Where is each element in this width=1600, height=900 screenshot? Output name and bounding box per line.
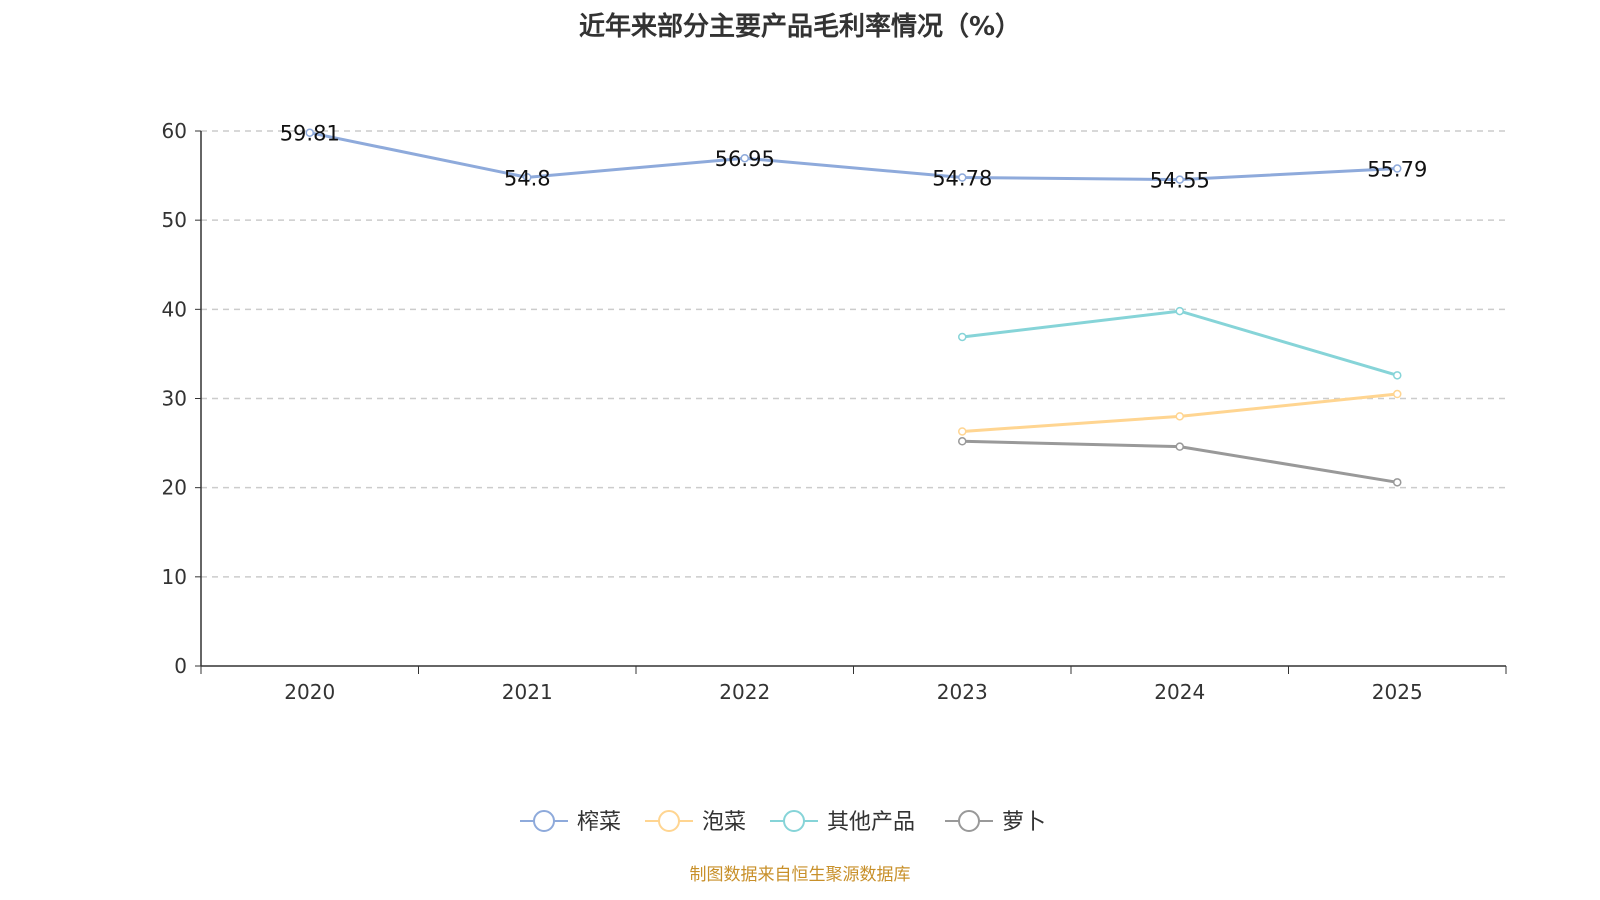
y-tick-label: 10: [162, 565, 187, 589]
y-tick-label: 60: [162, 119, 187, 143]
data-point: [1393, 478, 1402, 487]
data-label: 54.55: [1150, 169, 1210, 193]
series-line: [309, 131, 1398, 182]
data-point: [1175, 306, 1184, 316]
y-tick-label: 0: [174, 654, 187, 678]
data-point: [523, 173, 532, 182]
data-point: [1393, 164, 1402, 173]
legend-marker: [658, 810, 680, 832]
data-label: 59.81: [280, 122, 340, 146]
y-tick-label: 50: [162, 208, 187, 232]
data-point: [1175, 442, 1184, 451]
x-tick-label: 2025: [1372, 680, 1423, 704]
series-line: [962, 309, 1398, 377]
source-note: 制图数据来自恒生聚源数据库: [689, 865, 911, 885]
legend-label: 萝卜: [1002, 810, 1046, 835]
data-label: 54.78: [932, 167, 992, 191]
chart-title: 近年来部分主要产品毛利率情况（%）: [578, 12, 1022, 42]
legend-label: 榨菜: [577, 810, 621, 835]
data-point: [740, 153, 749, 163]
legend-marker: [783, 810, 805, 832]
data-point: [1175, 175, 1184, 184]
y-tick-label: 30: [162, 387, 187, 411]
x-tick-label: 2023: [937, 680, 988, 704]
data-point: [305, 128, 314, 137]
x-tick-label: 2021: [502, 680, 553, 704]
legend-label: 其他产品: [827, 810, 915, 835]
data-point: [1175, 412, 1184, 421]
data-point: [1393, 389, 1402, 399]
x-tick-label: 2024: [1154, 680, 1205, 704]
legend-marker: [958, 810, 980, 832]
data-label: 56.95: [715, 147, 775, 171]
x-tick-label: 2020: [284, 680, 335, 704]
data-point: [958, 437, 967, 446]
y-tick-label: 40: [162, 297, 187, 321]
data-point: [1393, 371, 1402, 380]
legend-marker: [533, 810, 555, 832]
data-label: 55.79: [1367, 158, 1427, 182]
data-point: [958, 332, 967, 342]
x-tick-label: 2022: [719, 680, 770, 704]
data-label: 54.8: [504, 166, 551, 190]
y-tick-label: 20: [162, 476, 187, 500]
data-point: [958, 427, 967, 436]
data-point: [958, 173, 967, 182]
legend-label: 泡菜: [702, 810, 746, 835]
